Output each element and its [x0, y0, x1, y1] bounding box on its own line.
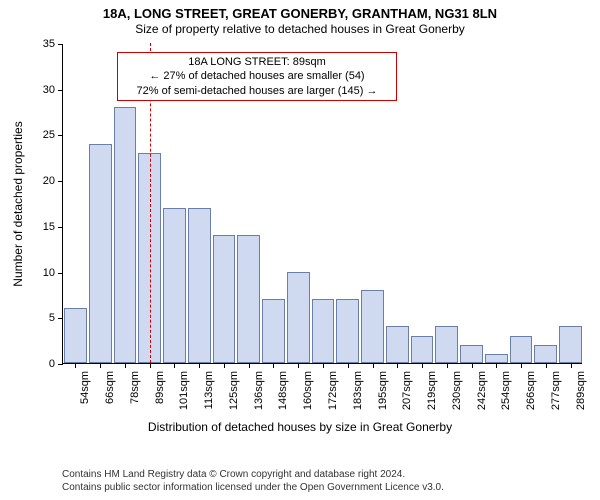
y-axis-label: Number of detached properties — [11, 121, 25, 286]
xtick-label: 172sqm — [327, 371, 339, 410]
xtick-label: 160sqm — [302, 371, 314, 410]
xtick-line — [397, 363, 398, 368]
xtick-line — [348, 363, 349, 368]
histogram-bar — [510, 336, 533, 363]
xtick-label: 195sqm — [377, 371, 389, 410]
annotation-line: 72% of semi-detached houses are larger (… — [124, 84, 390, 98]
histogram-bar — [163, 208, 186, 363]
xtick-line — [422, 363, 423, 368]
histogram-bar — [89, 144, 112, 363]
xtick-line — [447, 363, 448, 368]
xtick-label: 277sqm — [550, 371, 562, 410]
chart-subtitle: Size of property relative to detached ho… — [0, 22, 600, 36]
xtick-line — [75, 363, 76, 368]
xtick-line — [199, 363, 200, 368]
ytick-label: 20 — [43, 175, 63, 187]
xtick-label: 78sqm — [129, 371, 141, 404]
histogram-bar — [361, 290, 384, 363]
xtick-line — [521, 363, 522, 368]
histogram-bar — [336, 299, 359, 363]
histogram-bar — [312, 299, 335, 363]
histogram-bar — [559, 326, 582, 363]
annotation-box: 18A LONG STREET: 89sqm← 27% of detached … — [117, 52, 397, 101]
histogram-bar — [213, 235, 236, 363]
ytick-label: 10 — [43, 267, 63, 279]
xtick-line — [125, 363, 126, 368]
histogram-bar — [114, 107, 137, 363]
ytick-label: 25 — [43, 129, 63, 141]
histogram-bar — [188, 208, 211, 363]
xtick-label: 289sqm — [575, 371, 587, 410]
xtick-label: 54sqm — [79, 371, 91, 404]
histogram-bar — [287, 272, 310, 363]
xtick-label: 230sqm — [451, 371, 463, 410]
footer-line1: Contains HM Land Registry data © Crown c… — [62, 468, 444, 481]
ytick-label: 5 — [49, 312, 63, 324]
histogram-bar — [411, 336, 434, 363]
histogram-bar — [262, 299, 285, 363]
xtick-label: 254sqm — [500, 371, 512, 410]
annotation-line: ← 27% of detached houses are smaller (54… — [124, 69, 390, 83]
histogram-bar — [237, 235, 260, 363]
footer-line2: Contains public sector information licen… — [62, 481, 444, 494]
xtick-label: 242sqm — [476, 371, 488, 410]
chart-title: 18A, LONG STREET, GREAT GONERBY, GRANTHA… — [0, 6, 600, 21]
xtick-label: 66sqm — [104, 371, 116, 404]
chart-plot-area: 0510152025303554sqm66sqm78sqm89sqm101sqm… — [62, 44, 582, 364]
xtick-line — [224, 363, 225, 368]
xtick-label: 136sqm — [253, 371, 265, 410]
xtick-line — [273, 363, 274, 368]
footer-attribution: Contains HM Land Registry data © Crown c… — [62, 468, 444, 494]
xtick-line — [323, 363, 324, 368]
x-axis-label: Distribution of detached houses by size … — [148, 420, 452, 434]
histogram-bar — [435, 326, 458, 363]
xtick-label: 183sqm — [352, 371, 364, 410]
xtick-line — [496, 363, 497, 368]
xtick-label: 266sqm — [525, 371, 537, 410]
histogram-bar — [534, 345, 557, 363]
xtick-line — [472, 363, 473, 368]
xtick-line — [373, 363, 374, 368]
xtick-line — [174, 363, 175, 368]
xtick-label: 125sqm — [228, 371, 240, 410]
xtick-line — [249, 363, 250, 368]
xtick-label: 101sqm — [178, 371, 190, 410]
xtick-label: 89sqm — [154, 371, 166, 404]
xtick-line — [546, 363, 547, 368]
xtick-label: 219sqm — [426, 371, 438, 410]
annotation-line: 18A LONG STREET: 89sqm — [124, 55, 390, 69]
xtick-line — [100, 363, 101, 368]
histogram-bar — [485, 354, 508, 363]
ytick-label: 15 — [43, 221, 63, 233]
ytick-label: 35 — [43, 38, 63, 50]
xtick-label: 207sqm — [401, 371, 413, 410]
xtick-label: 113sqm — [203, 371, 215, 409]
xtick-label: 148sqm — [277, 371, 289, 410]
histogram-bar — [460, 345, 483, 363]
histogram-bar — [386, 326, 409, 363]
ytick-label: 30 — [43, 84, 63, 96]
ytick-label: 0 — [49, 358, 63, 370]
xtick-line — [298, 363, 299, 368]
xtick-line — [571, 363, 572, 368]
xtick-line — [150, 363, 151, 368]
histogram-bar — [64, 308, 87, 363]
